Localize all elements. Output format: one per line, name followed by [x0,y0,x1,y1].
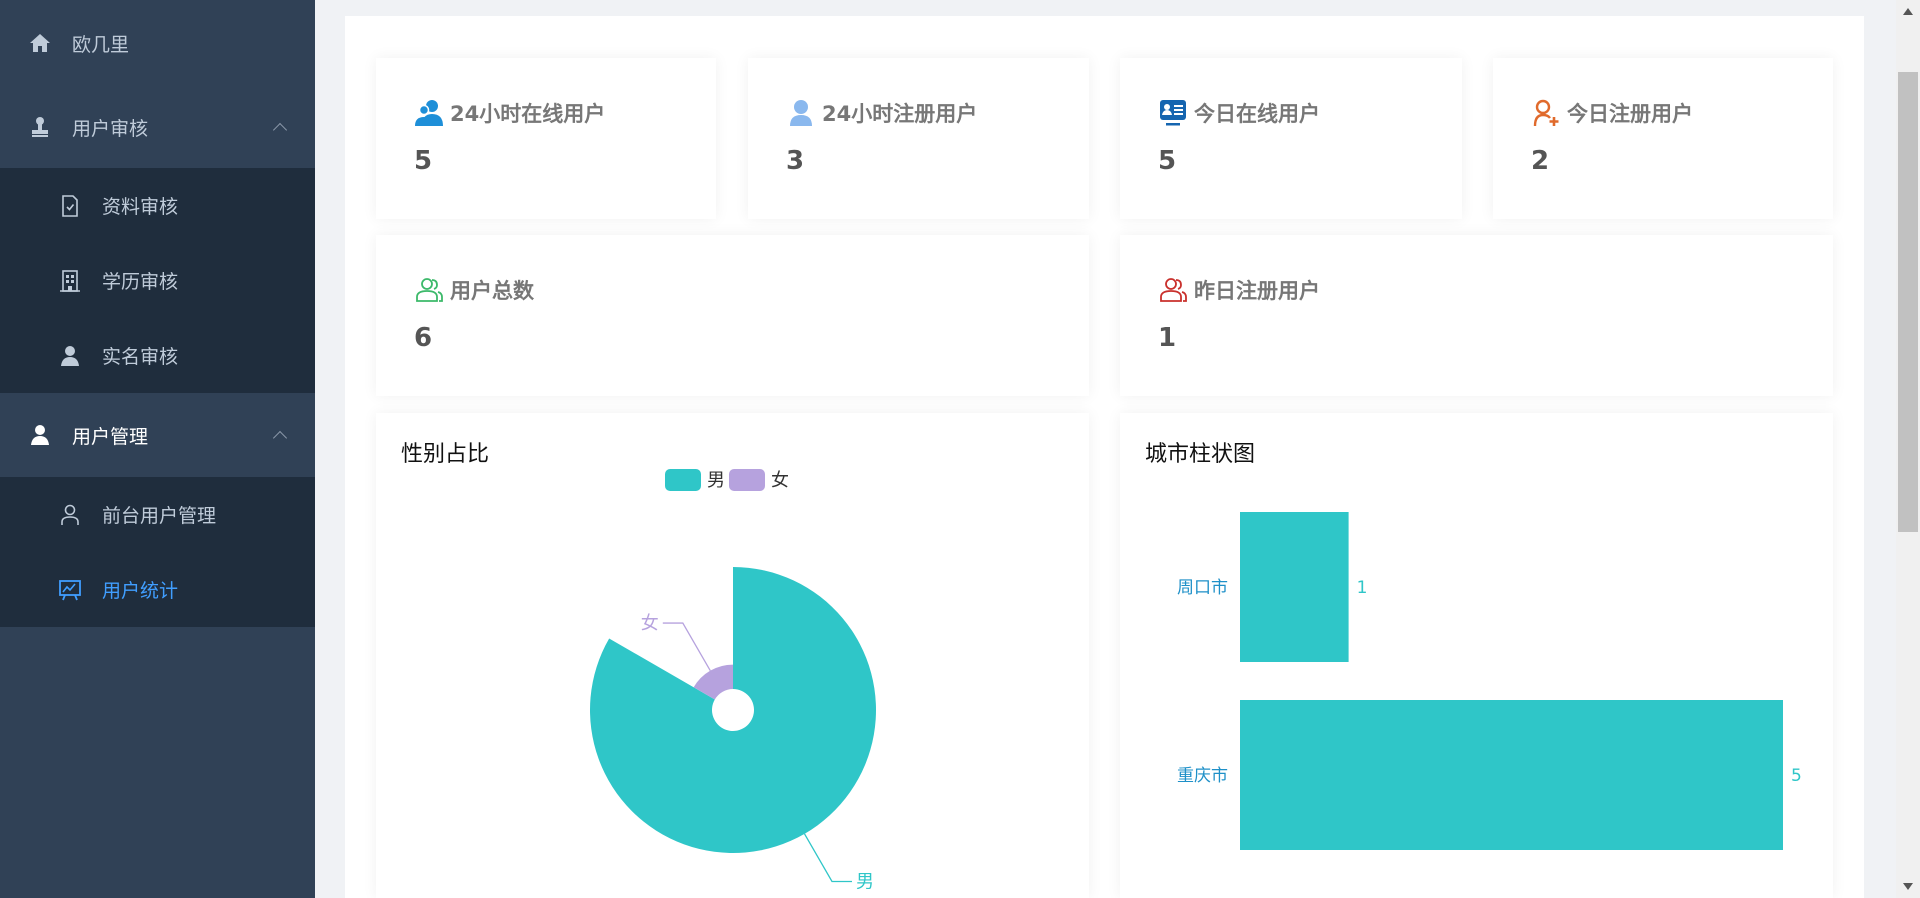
bar[interactable] [1240,512,1349,662]
value-label: 1 [1357,578,1368,598]
stat-value: 1 [1158,323,1177,353]
id-card-icon [1158,98,1188,128]
stat-label: 今日在线用户 [1194,102,1320,126]
stat-value: 6 [414,323,433,353]
pie-label: 女 [641,613,659,634]
sidebar-group-user-review[interactable]: 用户审核 [0,86,315,168]
users-outline-icon [1158,275,1188,305]
stat-card-today-registered: 今日注册用户 2 [1493,58,1833,219]
sidebar-item-label: 用户统计 [102,580,179,602]
legend-swatch[interactable] [729,469,765,491]
pie-label-line [803,833,852,883]
stat-value: 3 [786,146,805,176]
chevron-up-icon [272,430,288,446]
sidebar-item-label: 前台用户管理 [102,505,217,527]
sidebar: 欧几里 用户审核 资料审核 学历审核 实名审核 用户管理 前台用户管理 用户统计 [0,0,315,898]
stat-label: 今日注册用户 [1567,102,1693,126]
stat-card-24h-online: 24小时在线用户 5 [376,58,716,219]
category-label: 周口市 [1177,578,1228,598]
user-icon [28,423,52,447]
city-chart-card: 城市柱状图 周口市 1 重庆市 5 [1120,413,1833,898]
stat-title: 昨日注册用户 [1158,275,1320,305]
home-icon [28,31,52,55]
sidebar-item-label: 资料审核 [102,196,179,218]
sidebar-group-label: 用户管理 [72,425,149,448]
city-bar-chart: 周口市 1 重庆市 5 [1177,512,1802,850]
legend-label[interactable]: 男 [707,470,725,491]
users-outline-icon [414,275,444,305]
stat-card-yesterday-registered: 昨日注册用户 1 [1120,235,1833,396]
users-icon [414,98,444,128]
stat-card-today-online: 今日在线用户 5 [1120,58,1462,219]
scrollbar-thumb[interactable] [1898,72,1918,532]
sidebar-item-frontend-users[interactable]: 前台用户管理 [0,477,315,552]
stat-value: 2 [1531,146,1550,176]
chart-title: 城市柱状图 [1145,442,1256,467]
gender-chart-card: 性别占比 男女男女 [376,413,1089,898]
stat-title: 今日在线用户 [1158,98,1320,128]
building-icon [58,269,82,293]
scrollbar[interactable] [1896,0,1920,898]
sidebar-item-label: 实名审核 [102,346,179,368]
user-icon [786,98,816,128]
user-icon [58,344,82,368]
sidebar-item-education-review[interactable]: 学历审核 [0,243,315,318]
pie-label: 男 [856,871,874,892]
presentation-chart-icon [58,578,82,602]
sidebar-item-user-statistics[interactable]: 用户统计 [0,552,315,627]
user-outline-icon [58,503,82,527]
stat-value: 5 [1158,146,1177,176]
pie-slice[interactable] [590,567,876,853]
bar[interactable] [1240,700,1783,850]
category-label: 重庆市 [1177,766,1228,786]
value-label: 5 [1791,766,1802,786]
stamp-icon [28,115,52,139]
stat-label: 24小时在线用户 [450,102,606,126]
pie-slice[interactable] [693,664,733,700]
sidebar-group-user-management[interactable]: 用户管理 [0,393,315,477]
sidebar-item-label: 欧几里 [72,33,130,56]
user-add-icon [1531,98,1561,128]
legend-swatch[interactable] [665,469,701,491]
chevron-up-icon [272,122,288,138]
sidebar-group-label: 用户审核 [72,117,149,140]
sidebar-item-label: 学历审核 [102,271,179,293]
stat-title: 用户总数 [414,275,534,305]
stat-label: 24小时注册用户 [822,102,978,126]
pie-label-line [662,622,711,672]
sidebar-item-realname-review[interactable]: 实名审核 [0,318,315,393]
sidebar-item-home[interactable]: 欧几里 [0,0,315,86]
stat-card-24h-registered: 24小时注册用户 3 [748,58,1089,219]
stat-label: 用户总数 [450,279,534,303]
document-check-icon [58,194,82,218]
chart-title: 性别占比 [401,442,490,467]
stat-title: 今日注册用户 [1531,98,1693,128]
sidebar-item-profile-review[interactable]: 资料审核 [0,168,315,243]
stat-card-total-users: 用户总数 6 [376,235,1089,396]
legend-label[interactable]: 女 [771,470,789,491]
scroll-up-arrow-icon[interactable] [1903,8,1913,15]
scroll-down-arrow-icon[interactable] [1903,883,1913,890]
stat-value: 5 [414,146,433,176]
stat-title: 24小时在线用户 [414,98,605,128]
stat-label: 昨日注册用户 [1194,279,1320,303]
gender-pie-chart: 男女男女 [590,469,876,892]
stat-title: 24小时注册用户 [786,98,977,128]
